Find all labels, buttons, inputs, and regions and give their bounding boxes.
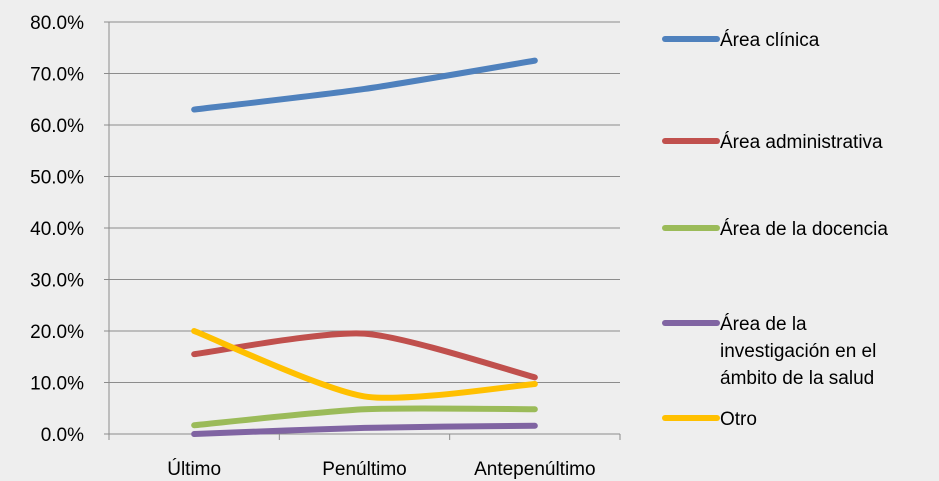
legend-label: Área administrativa <box>720 132 883 153</box>
legend-label: Área de la <box>720 314 807 335</box>
y-axis: 0.0% 10.0% 20.0% 30.0% 40.0% 50.0% 60.0% 70.0% 8… <box>30 13 110 446</box>
y-tick-label: 0.0% <box>41 425 84 446</box>
legend-label: Otro <box>720 409 757 430</box>
legend-label: investigación en el <box>720 341 876 362</box>
gridlines <box>109 21 620 435</box>
y-tick-label: 40.0% <box>30 219 84 240</box>
y-tick-label: 60.0% <box>30 116 84 137</box>
series-line-4 <box>191 328 538 401</box>
y-tick-label: 50.0% <box>30 168 84 189</box>
plot-series <box>191 57 538 437</box>
series-line-2 <box>191 405 538 429</box>
y-tick-label: 30.0% <box>30 271 84 292</box>
legend-label: ámbito de la salud <box>720 368 874 389</box>
legend-label: Área clínica <box>720 30 820 51</box>
legend: Área clínica Área administrativa Área de l… <box>662 30 888 430</box>
y-tick-label: 10.0% <box>30 374 84 395</box>
x-tick-label: Penúltimo <box>322 459 407 480</box>
y-tick-label: 20.0% <box>30 322 84 343</box>
x-tick-label: Último <box>167 458 221 480</box>
legend-label: Área de la docencia <box>720 219 888 240</box>
series-line-0 <box>191 57 538 113</box>
y-tick-label: 70.0% <box>30 65 84 86</box>
series-line-3 <box>191 422 538 437</box>
y-tick-label: 80.0% <box>30 13 84 34</box>
x-tick-label: Antepenúltimo <box>474 459 595 480</box>
x-axis: Último Penúltimo Antepenúltimo <box>108 434 621 480</box>
